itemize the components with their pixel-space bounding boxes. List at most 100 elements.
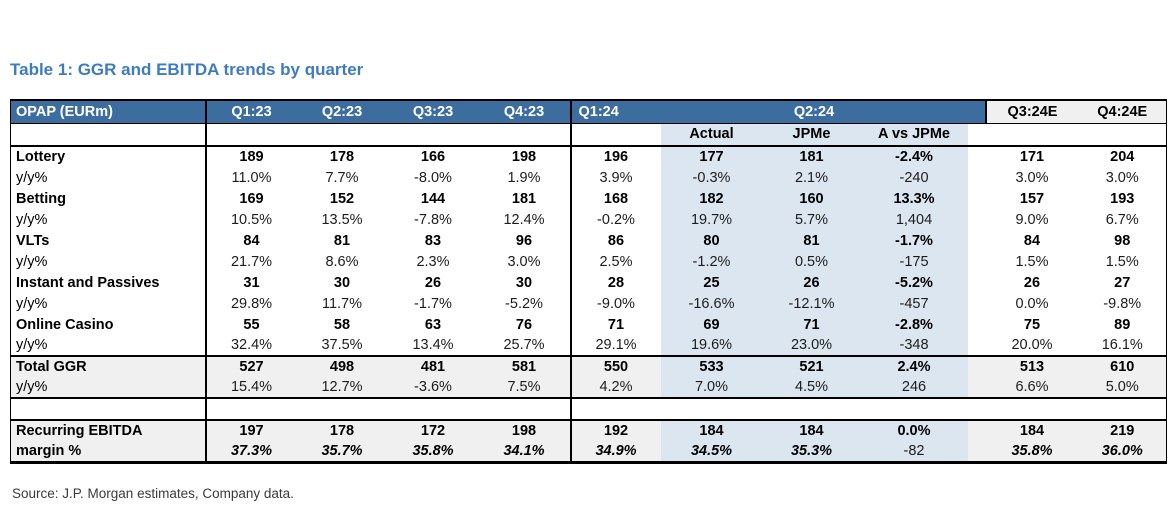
value-cell: 25 bbox=[660, 272, 763, 293]
value-cell: 182 bbox=[660, 188, 763, 209]
value-cell: 29.8% bbox=[230, 295, 273, 312]
value-cell: 75 bbox=[1023, 316, 1041, 333]
value-cell: 152 bbox=[329, 190, 355, 207]
value-cell bbox=[762, 397, 861, 420]
row-label: y/y% bbox=[10, 335, 207, 356]
value-cell: 69 bbox=[660, 314, 763, 335]
value-cell: 34.5% bbox=[660, 441, 763, 462]
value-cell: 55 bbox=[243, 316, 260, 333]
subheader-row: Actual JPMe A vs JPMe bbox=[10, 123, 1167, 146]
gap-cell bbox=[968, 335, 986, 356]
value-cell: 481 bbox=[387, 355, 479, 377]
value-cell: 84 bbox=[1023, 232, 1041, 249]
row-label bbox=[10, 397, 207, 420]
value-cell: 16.1% bbox=[1101, 337, 1143, 353]
subheader-jpme: JPMe bbox=[762, 123, 861, 146]
value-cell: 84 bbox=[243, 232, 260, 249]
value-cell: 198 bbox=[478, 419, 571, 441]
row-y-y-: y/y% 15.4% 12.7% -3.6% 7.5% 4.2% 7.0% 4.5% 246 6.… bbox=[10, 377, 1167, 398]
value-cell: 12.7% bbox=[296, 377, 388, 398]
gap-cell bbox=[968, 188, 986, 209]
value-cell: 2.3% bbox=[416, 253, 450, 270]
value-cell: 0.0% bbox=[860, 419, 968, 441]
header-gap-cell bbox=[967, 100, 987, 124]
value-cell: 184 bbox=[762, 419, 861, 441]
col-header-q2-24: Q2:24 bbox=[660, 100, 968, 124]
row-y-y-: y/y% 29.8% 11.7% -1.7% -5.2% -9.0% -16.6% -12.1… bbox=[10, 293, 1167, 314]
value-cell: 166 bbox=[387, 145, 479, 167]
value-cell: 28 bbox=[569, 272, 661, 293]
value-cell: 192 bbox=[569, 419, 661, 441]
value-cell: 26 bbox=[1023, 274, 1041, 291]
value-cell: -12.1% bbox=[762, 293, 861, 314]
row-recurring-ebitda: Recurring EBITDA 197 178 172 198 192 184 184 0.0… bbox=[10, 419, 1167, 441]
value-cell: 581 bbox=[478, 355, 571, 377]
row-label: Recurring EBITDA bbox=[10, 419, 207, 441]
value-cell bbox=[387, 397, 479, 420]
gap-cell bbox=[967, 145, 986, 167]
gap-cell bbox=[968, 167, 986, 188]
value-cell: 4.5% bbox=[762, 377, 861, 398]
value-cell: 181 bbox=[511, 190, 537, 207]
value-cell: -9.0% bbox=[569, 293, 661, 314]
value-cell: 246 bbox=[860, 377, 968, 398]
corner-label: OPAP (EURm) bbox=[10, 100, 207, 124]
value-cell: 13.4% bbox=[412, 337, 454, 353]
value-cell: 189 bbox=[205, 145, 297, 167]
value-cell: 169 bbox=[239, 190, 264, 207]
value-cell: 7.5% bbox=[478, 377, 571, 398]
value-cell: 37.3% bbox=[205, 441, 297, 462]
value-cell: 6.6% bbox=[985, 377, 1079, 398]
subheader-actual: Actual bbox=[660, 123, 763, 146]
value-cell: 71 bbox=[569, 314, 661, 335]
ggr-ebitda-table: OPAP (EURm) Q1:23 Q2:23 Q3:23 Q4:23 Q1:2… bbox=[10, 99, 1167, 464]
row-label: Online Casino bbox=[10, 314, 207, 335]
value-cell: 86 bbox=[569, 230, 661, 251]
value-cell: 184 bbox=[660, 419, 763, 441]
value-cell: 37.5% bbox=[321, 337, 363, 353]
row-label: margin % bbox=[10, 441, 207, 462]
value-cell: 80 bbox=[660, 230, 763, 251]
row-label: y/y% bbox=[10, 209, 207, 230]
value-cell: -1.7% bbox=[414, 295, 452, 312]
row-online-casino: Online Casino 55 58 63 76 71 69 71 -2.8% 75 89 bbox=[10, 314, 1167, 335]
value-cell: -1.7% bbox=[860, 230, 968, 251]
value-cell: 35.8% bbox=[985, 441, 1079, 462]
value-cell bbox=[205, 397, 297, 420]
value-cell: 2.5% bbox=[569, 251, 661, 272]
row-y-y-: y/y% 10.5% 13.5% -7.8% 12.4% -0.2% 19.7% 5.7% 1,… bbox=[10, 209, 1167, 230]
value-cell bbox=[860, 397, 968, 420]
col-header-q1-23: Q1:23 bbox=[205, 100, 297, 124]
value-cell: -5.2% bbox=[860, 272, 968, 293]
gap-cell bbox=[968, 230, 986, 251]
table-title: Table 1: GGR and EBITDA trends by quarte… bbox=[10, 60, 364, 79]
value-cell: 4.2% bbox=[569, 377, 661, 398]
quarter-header-row: OPAP (EURm) Q1:23 Q2:23 Q3:23 Q4:23 Q1:2… bbox=[10, 100, 1167, 124]
value-cell: 30 bbox=[515, 274, 533, 291]
row-y-y-: y/y% 21.7% 8.6% 2.3% 3.0% 2.5% -1.2% 0.5% -175 1.… bbox=[10, 251, 1167, 272]
value-cell: 35.7% bbox=[296, 441, 388, 462]
value-cell: 25.7% bbox=[503, 337, 545, 353]
subheader-blank bbox=[205, 123, 571, 146]
subheader-blank bbox=[967, 123, 1167, 146]
row-lottery: Lottery 189 178 166 198 196 177 181 -2.4% 171 204 bbox=[10, 145, 1167, 167]
gap-cell bbox=[967, 355, 986, 377]
row-label: Total GGR bbox=[10, 355, 207, 377]
value-cell: 19.6% bbox=[660, 335, 763, 356]
value-cell: 171 bbox=[985, 145, 1079, 167]
value-cell: 20.0% bbox=[1011, 337, 1053, 353]
row-label: VLTs bbox=[10, 230, 207, 251]
value-cell: -82 bbox=[860, 441, 968, 462]
gap-cell bbox=[967, 419, 986, 441]
subheader-a-vs-jpme: A vs JPMe bbox=[860, 123, 968, 146]
value-cell: 8.6% bbox=[325, 253, 359, 270]
gap-cell bbox=[968, 209, 986, 230]
col-header-q3-24e: Q3:24E bbox=[985, 100, 1079, 124]
row-label: y/y% bbox=[10, 251, 207, 272]
value-cell: 71 bbox=[762, 314, 861, 335]
value-cell: 12.4% bbox=[503, 211, 545, 228]
value-cell: 198 bbox=[478, 145, 571, 167]
row-instant-and-passives: Instant and Passives 31 30 26 30 28 25 26 -5.2% 2… bbox=[10, 272, 1167, 293]
value-cell: 81 bbox=[333, 232, 351, 249]
value-cell: 26 bbox=[762, 272, 861, 293]
